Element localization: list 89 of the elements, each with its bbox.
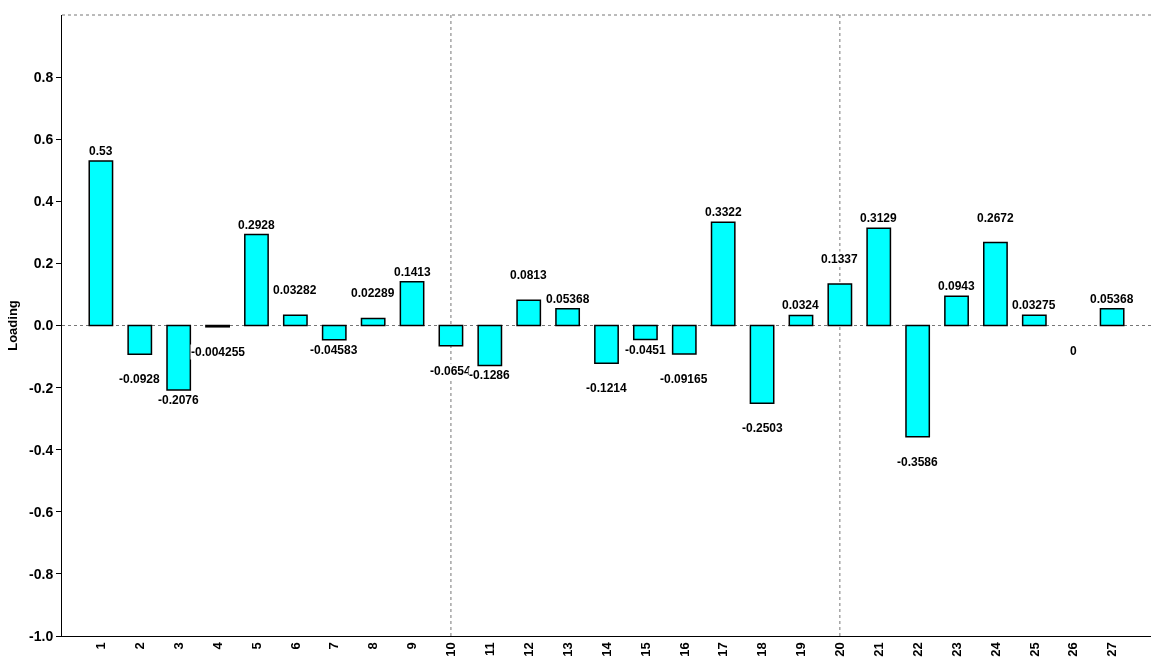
bar	[438, 324, 464, 347]
bar	[321, 324, 347, 341]
data-label: 0.1413	[394, 265, 432, 279]
x-tick-label: 3	[170, 642, 186, 650]
x-tick-label: 6	[287, 642, 303, 650]
x-tick-label: 22	[909, 642, 925, 657]
data-label: 0.03282	[273, 283, 317, 297]
bar	[827, 283, 853, 327]
x-tick-label: 19	[793, 642, 809, 657]
bar	[360, 317, 386, 327]
x-tick-label: 15	[637, 642, 653, 657]
data-label: 0.3322	[705, 205, 743, 219]
x-tick-label: 24	[987, 641, 1003, 657]
x-tick-label: 20	[832, 642, 848, 657]
y-axis-title: Loading	[5, 300, 21, 351]
x-tick-label: 25	[1026, 642, 1042, 657]
bar	[166, 324, 192, 391]
bar	[1099, 308, 1125, 327]
data-label: 0.03275	[1012, 298, 1056, 312]
x-tick-label: 23	[948, 642, 964, 657]
bar	[905, 324, 931, 438]
data-label: -0.1286	[469, 368, 511, 382]
data-label: 0.53	[89, 144, 113, 158]
x-tick-label: 10	[443, 642, 459, 657]
bar	[788, 314, 814, 327]
x-tick-label: 16	[676, 642, 692, 657]
x-tick-label: 4	[209, 641, 225, 650]
data-label: 0.05368	[546, 292, 590, 306]
bar	[944, 295, 969, 327]
y-tick-label: 0.2	[33, 255, 54, 272]
data-label: -0.3586	[897, 455, 939, 469]
data-label: -0.04583	[310, 343, 358, 357]
x-tick-label: 7	[326, 642, 342, 650]
data-label: -0.1214	[586, 381, 628, 395]
x-tick-label: 12	[520, 642, 536, 657]
data-label: -0.0451	[625, 343, 667, 357]
data-label: -0.2076	[158, 393, 200, 407]
bar	[399, 280, 425, 327]
y-tick-label: -1.0	[29, 627, 54, 644]
y-tick-label: -0.2	[29, 379, 54, 396]
data-label: 0.0813	[510, 268, 548, 282]
x-tick-label: 1	[93, 642, 109, 650]
y-tick-label: 0.4	[33, 193, 54, 210]
y-tick-label: 0.6	[33, 131, 54, 148]
bar	[1021, 314, 1047, 327]
y-tick-label: 0.0	[33, 317, 54, 334]
y-tick-label: -0.8	[29, 565, 54, 582]
x-tick-label: 13	[559, 642, 575, 657]
data-label: 0.2928	[238, 218, 276, 232]
bar	[749, 324, 775, 404]
bar	[477, 324, 503, 367]
y-tick-label: 0.8	[33, 69, 54, 85]
bar	[555, 308, 581, 327]
x-tick-label: 17	[715, 642, 731, 657]
bar	[983, 241, 1008, 327]
x-tick-label: 27	[1104, 642, 1120, 657]
bar	[88, 160, 114, 327]
x-tick-label: 8	[365, 642, 381, 650]
x-tick-label: 11	[482, 642, 498, 656]
data-label: 0.02289	[351, 286, 395, 300]
x-tick-label: 21	[870, 642, 886, 657]
x-tick-label: 14	[598, 641, 614, 657]
x-tick-label: 18	[754, 642, 770, 657]
data-label: 0.05368	[1090, 292, 1134, 306]
bar	[516, 299, 542, 327]
data-label: -0.004255	[191, 345, 246, 359]
x-tick-label: 5	[248, 642, 264, 650]
bar	[632, 324, 658, 341]
x-tick-label: 2	[132, 642, 148, 650]
y-tick-label: -0.4	[29, 441, 54, 458]
bar	[866, 227, 892, 327]
data-label: 0.0324	[782, 298, 820, 312]
data-label: -0.09165	[660, 372, 708, 386]
bar	[127, 324, 153, 356]
data-label: 0.0943	[938, 279, 976, 293]
data-label: 0	[1070, 344, 1077, 358]
bar	[594, 324, 619, 364]
data-label: 0.2672	[977, 211, 1015, 225]
x-tick-label: 26	[1065, 642, 1081, 657]
bar	[244, 233, 269, 327]
data-label: -0.0928	[119, 372, 161, 386]
data-label: 0.1337	[821, 252, 859, 266]
bar	[282, 314, 308, 327]
x-tick-label: 9	[404, 642, 420, 650]
bar	[710, 221, 736, 327]
data-label: 0.3129	[860, 211, 898, 225]
y-tick-label: -0.6	[29, 503, 54, 520]
data-label: -0.2503	[742, 421, 784, 435]
bar	[671, 324, 697, 355]
